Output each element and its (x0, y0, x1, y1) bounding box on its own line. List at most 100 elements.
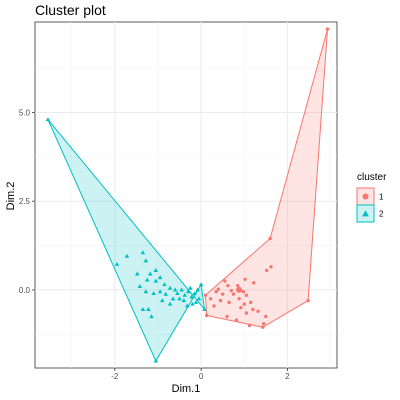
legend-title: cluster (357, 172, 387, 183)
cluster-2-point (140, 307, 146, 312)
legend-triangle-symbol (362, 210, 369, 217)
cluster-2-point (177, 296, 182, 301)
cluster-1-point (249, 300, 253, 305)
cluster-1-point (256, 309, 260, 313)
x-tick-label: -2 (111, 372, 119, 381)
cluster-1-point (244, 311, 249, 315)
cluster-2-point (195, 287, 200, 292)
legend: cluster 1 2 (356, 172, 387, 223)
y-axis-title: Dim.2 (5, 182, 17, 211)
legend-circle-symbol (362, 193, 369, 200)
y-tick-label: 2.5 (19, 197, 31, 206)
cluster-2-point (163, 291, 169, 296)
cluster-2-point (146, 307, 151, 312)
cluster-2-point (179, 287, 184, 292)
cluster-1-point (223, 279, 227, 283)
cluster-1-point (216, 287, 221, 291)
cluster-1-point (239, 305, 243, 310)
grid-lines (35, 22, 337, 368)
x-tick-label: 2 (285, 372, 290, 381)
cluster-2-point (190, 301, 195, 306)
cluster-2-point (124, 253, 130, 258)
cluster-1-point (325, 27, 330, 31)
cluster-1-point (247, 323, 252, 328)
data-points (45, 27, 330, 363)
cluster-1-point (208, 297, 213, 301)
cluster-1-point (203, 293, 208, 297)
cluster-1-point (227, 300, 231, 305)
cluster-2-point (172, 287, 178, 292)
cluster-1-point (220, 292, 225, 296)
axis-ticks: -2 0 2 0.0 2.5 5.0 (19, 108, 290, 381)
cluster-2-point (189, 294, 194, 299)
cluster-2-point (170, 296, 176, 301)
cluster-1-point (212, 304, 216, 308)
x-axis-title: Dim.1 (172, 383, 201, 395)
cluster-2-point (157, 289, 163, 294)
cluster-2-point (144, 277, 150, 282)
cluster-1-point (241, 290, 246, 294)
y-tick-label: 0.0 (19, 286, 31, 295)
cluster-2-point (153, 278, 159, 283)
cluster-1-point (231, 292, 236, 296)
cluster-2-point (149, 314, 154, 319)
cluster-2-point (167, 301, 173, 306)
cluster-2-point (193, 299, 199, 304)
cluster-2-point (192, 291, 197, 296)
legend-label-1: 1 (379, 193, 384, 202)
cluster-2-point (198, 282, 204, 287)
cluster-1-point (214, 290, 218, 294)
cluster-2-point (202, 307, 207, 312)
cluster-2-point (134, 271, 140, 276)
cluster-2-point (153, 358, 159, 363)
cluster-2-point (114, 261, 120, 266)
cluster-1-point (229, 288, 233, 293)
cluster-1-point (237, 297, 241, 301)
cluster-2-point (153, 268, 159, 272)
cluster-1-point (261, 325, 265, 329)
cluster-2-point (185, 303, 190, 308)
cluster-1-point (205, 313, 209, 318)
cluster-2-point (151, 291, 156, 296)
cluster-1-point (252, 281, 256, 285)
cluster-1-point (218, 298, 223, 303)
cluster-2-point (162, 282, 167, 287)
legend-label-2: 2 (379, 210, 384, 219)
legend-key-1 (356, 187, 375, 206)
cluster-2-point (143, 289, 149, 294)
cluster-2-point (185, 289, 191, 294)
cluster-2-point (140, 250, 146, 255)
cluster-2-point (167, 285, 173, 290)
cluster-2-point (137, 283, 143, 288)
x-tick-label: 0 (199, 372, 204, 381)
chart-title: Cluster plot (35, 2, 106, 18)
cluster-1-point (244, 293, 249, 297)
cluster-1-point (269, 265, 273, 269)
cluster-1-point (264, 314, 268, 319)
cluster-1-point (225, 314, 229, 319)
cluster-1-point (268, 236, 272, 241)
cluster-2-point (182, 292, 187, 297)
cluster-2-point (159, 298, 165, 303)
cluster-1-center-point (236, 286, 243, 293)
cluster-2-point (188, 285, 193, 290)
cluster-2-point (157, 275, 163, 280)
cluster-1-point (264, 268, 269, 273)
legend-key-2 (356, 204, 375, 223)
cluster-1-point (261, 321, 266, 326)
cluster-1-point (251, 307, 255, 312)
cluster-2-point (181, 298, 187, 303)
cluster-2-point (147, 271, 153, 276)
cluster-2-point (196, 296, 202, 301)
cluster-2-point (175, 291, 180, 296)
cluster-1-point (234, 318, 239, 322)
cluster-1-point (226, 283, 230, 288)
cluster-2-point (143, 258, 149, 263)
y-tick-label: 5.0 (19, 108, 31, 117)
cluster-2-point (45, 117, 51, 122)
cluster-1-point (243, 277, 247, 281)
cluster-1-point (236, 283, 240, 288)
cluster-1-point (306, 298, 310, 303)
cluster-1-point (242, 302, 246, 306)
